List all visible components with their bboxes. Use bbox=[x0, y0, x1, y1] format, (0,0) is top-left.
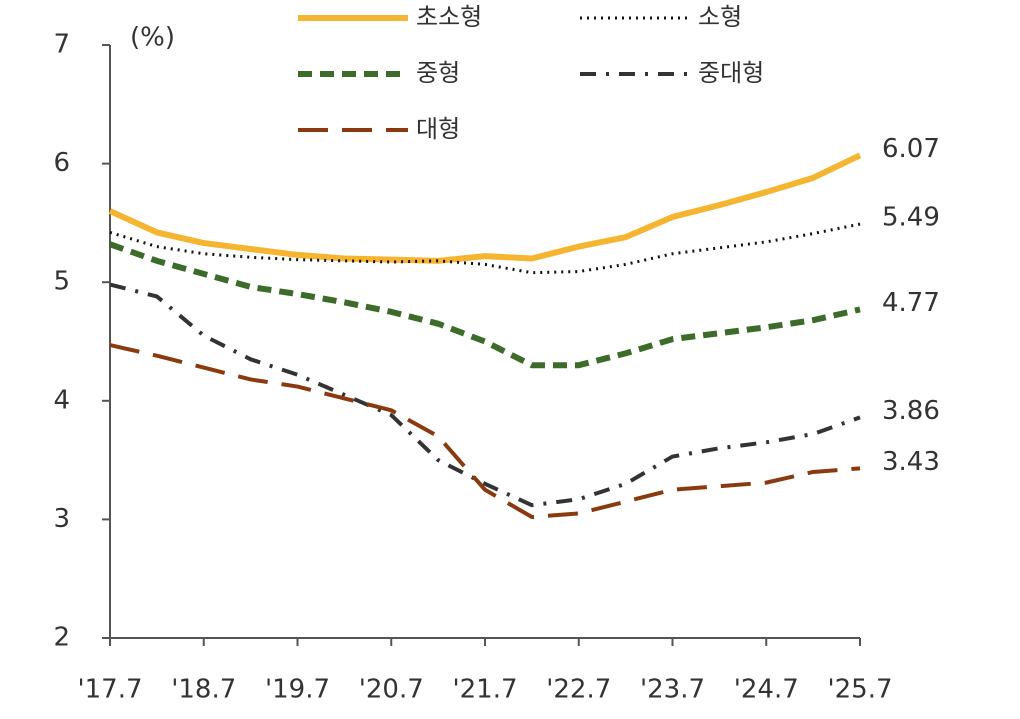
y-tick-label: 7 bbox=[53, 30, 70, 60]
end-label: 5.49 bbox=[882, 203, 940, 233]
legend-label: 소형 bbox=[698, 3, 742, 31]
line bbox=[109, 282, 861, 508]
x-tick-label: '21.7 bbox=[452, 675, 517, 705]
end-label: 3.43 bbox=[882, 447, 940, 477]
x-tick-label: '22.7 bbox=[546, 675, 611, 705]
y-axis-label: (%) bbox=[130, 23, 175, 53]
legend-label: 대형 bbox=[416, 115, 460, 143]
line bbox=[108, 241, 861, 369]
x-tick-label: '20.7 bbox=[359, 675, 424, 705]
line bbox=[109, 222, 861, 275]
y-tick-label: 3 bbox=[53, 504, 70, 534]
x-tick-label: '19.7 bbox=[265, 675, 330, 705]
x-tick-label: '18.7 bbox=[171, 675, 236, 705]
x-tick-label: '24.7 bbox=[734, 675, 799, 705]
y-tick-label: 5 bbox=[53, 267, 70, 297]
end-label: 3.86 bbox=[882, 396, 940, 426]
line bbox=[108, 152, 862, 264]
legend-label: 중형 bbox=[416, 59, 460, 87]
x-tick-label: '17.7 bbox=[77, 675, 142, 705]
x-tick-label: '25.7 bbox=[827, 675, 892, 705]
end-label: 4.77 bbox=[882, 288, 940, 318]
line bbox=[109, 343, 861, 520]
end-label: 6.07 bbox=[882, 134, 940, 164]
y-tick-label: 2 bbox=[53, 623, 70, 653]
legend-label: 중대형 bbox=[698, 59, 764, 87]
x-tick-label: '23.7 bbox=[640, 675, 705, 705]
y-tick-label: 4 bbox=[53, 385, 70, 415]
legend-label: 초소형 bbox=[416, 3, 482, 31]
y-tick-label: 6 bbox=[53, 148, 70, 178]
